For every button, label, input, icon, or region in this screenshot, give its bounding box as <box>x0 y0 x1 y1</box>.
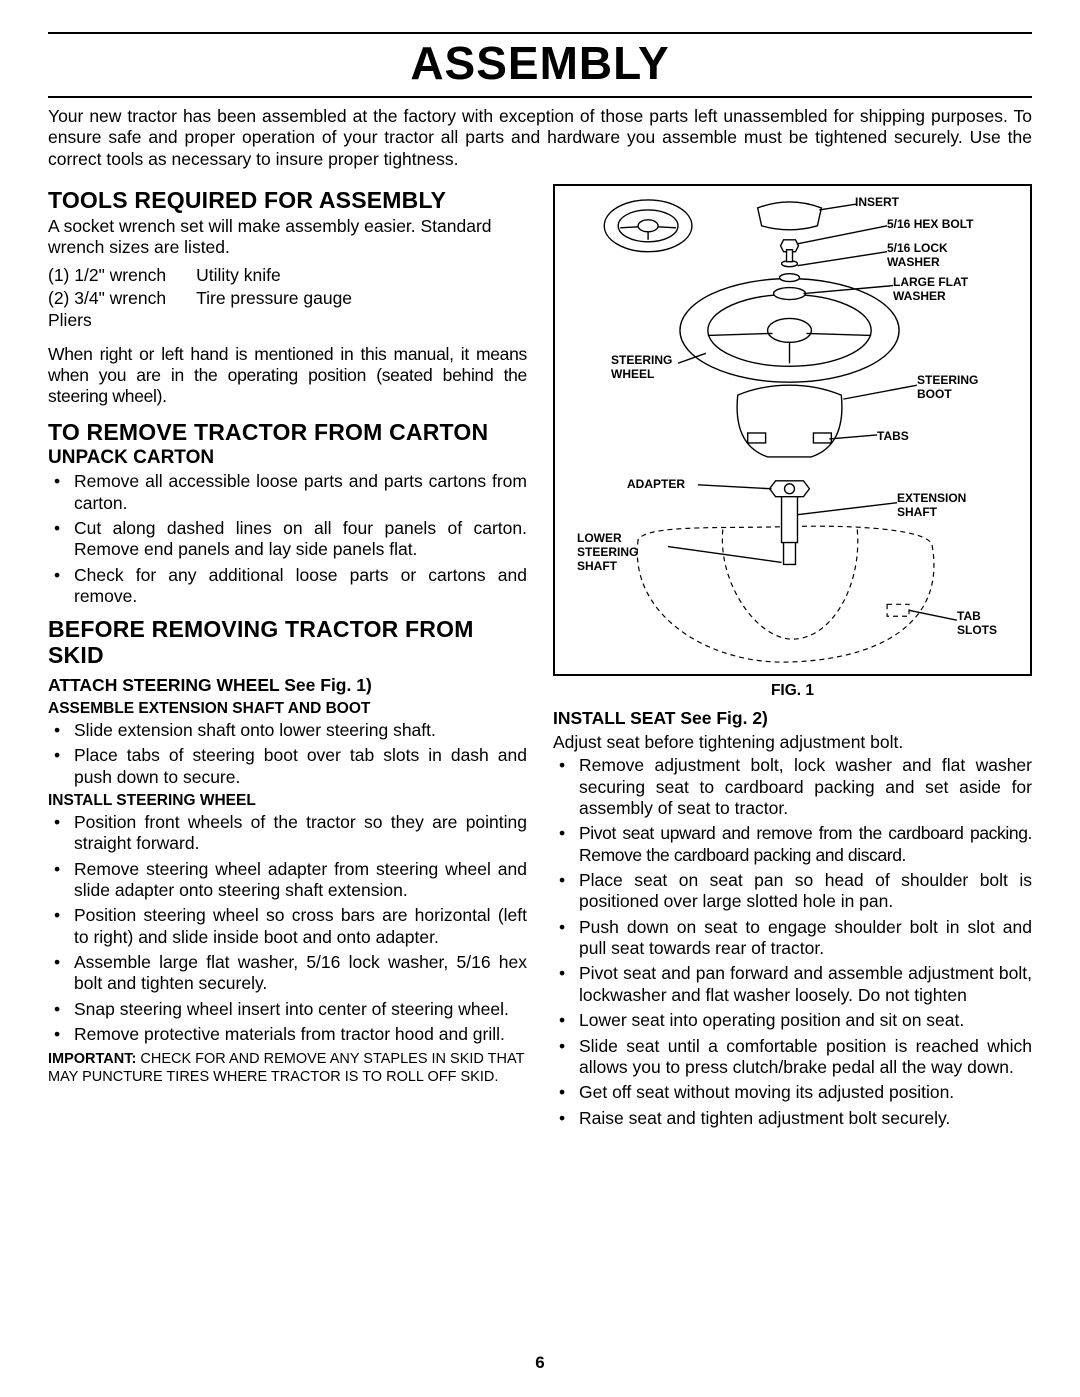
install-seat-list: Remove adjustment bolt, lock washer and … <box>553 755 1032 1129</box>
page: ASSEMBLY Your new tractor has been assem… <box>0 0 1080 1397</box>
assemble-ext-list: Slide extension shaft onto lower steerin… <box>48 720 527 788</box>
fig-label-adapter: ADAPTER <box>627 478 685 492</box>
fig-label-steering-boot: STEERING BOOT <box>917 374 978 402</box>
tools-intro: A socket wrench set will make assembly e… <box>48 216 527 259</box>
fig-label-lock-washer: 5/16 LOCK WASHER <box>887 242 948 270</box>
assemble-ext-heading: ASSEMBLE EXTENSION SHAFT AND BOOT <box>48 700 527 718</box>
two-column-layout: TOOLS REQUIRED FOR ASSEMBLY A socket wre… <box>48 184 1032 1133</box>
remove-heading: TO REMOVE TRACTOR FROM CARTON <box>48 420 527 446</box>
unpack-heading: UNPACK CARTON <box>48 447 527 469</box>
list-item: Remove adjustment bolt, lock washer and … <box>553 755 1032 819</box>
list-item: Cut along dashed lines on all four panel… <box>48 518 527 561</box>
list-item: Pivot seat upward and remove from the ca… <box>553 823 1032 866</box>
list-item: Slide seat until a comfortable position … <box>553 1036 1032 1079</box>
install-seat-intro: Adjust seat before tightening adjustment… <box>553 732 1032 753</box>
right-column: INSERT 5/16 HEX BOLT 5/16 LOCK WASHER LA… <box>553 184 1032 1133</box>
list-item: Snap steering wheel insert into center o… <box>48 999 527 1020</box>
list-item: Slide extension shaft onto lower steerin… <box>48 720 527 741</box>
list-item: Remove protective materials from tractor… <box>48 1024 527 1045</box>
fig-label-extension-shaft: EXTENSION SHAFT <box>897 492 966 520</box>
list-item: Get off seat without moving its adjusted… <box>553 1082 1032 1103</box>
before-removing-heading: BEFORE REMOVING TRACTOR FROM SKID <box>48 617 527 669</box>
list-item: Place tabs of steering boot over tab slo… <box>48 745 527 788</box>
list-item: Position steering wheel so cross bars ar… <box>48 905 527 948</box>
figure-1-caption: FIG. 1 <box>553 682 1032 700</box>
attach-steering-heading: ATTACH STEERING WHEEL See Fig. 1) <box>48 675 527 696</box>
list-item: Remove steering wheel adapter from steer… <box>48 859 527 902</box>
tools-col-1: (1) 1/2" wrench (2) 3/4" wrench Pliers <box>48 264 166 331</box>
tools-col-2: Utility knife Tire pressure gauge <box>196 264 352 331</box>
list-item: Position front wheels of the tractor so … <box>48 812 527 855</box>
fig-label-lower-shaft: LOWER STEERING SHAFT <box>577 532 638 573</box>
list-item: Assemble large flat washer, 5/16 lock wa… <box>48 952 527 995</box>
page-title: ASSEMBLY <box>48 34 1032 96</box>
figure-1-svg <box>555 186 1030 674</box>
figure-1: INSERT 5/16 HEX BOLT 5/16 LOCK WASHER LA… <box>553 184 1032 676</box>
tools-heading: TOOLS REQUIRED FOR ASSEMBLY <box>48 188 527 214</box>
install-wheel-heading: INSTALL STEERING WHEEL <box>48 792 527 810</box>
list-item: Check for any additional loose parts or … <box>48 565 527 608</box>
list-item: Push down on seat to engage shoulder bol… <box>553 917 1032 960</box>
important-note: IMPORTANT: CHECK FOR AND REMOVE ANY STAP… <box>48 1051 527 1086</box>
fig-label-tab-slots: TAB SLOTS <box>957 610 997 638</box>
fig-label-flat-washer: LARGE FLAT WASHER <box>893 276 968 304</box>
list-item: Remove all accessible loose parts and pa… <box>48 471 527 514</box>
fig-label-tabs: TABS <box>877 430 909 444</box>
page-number: 6 <box>0 1353 1080 1373</box>
list-item: Lower seat into operating position and s… <box>553 1010 1032 1031</box>
fig-label-steering-wheel: STEERING WHEEL <box>611 354 672 382</box>
intro-paragraph: Your new tractor has been assembled at t… <box>48 98 1032 178</box>
install-wheel-list: Position front wheels of the tractor so … <box>48 812 527 1045</box>
fig-label-insert: INSERT <box>855 196 899 210</box>
fig-label-hex-bolt: 5/16 HEX BOLT <box>887 218 973 232</box>
list-item: Place seat on seat pan so head of should… <box>553 870 1032 913</box>
install-seat-heading: INSTALL SEAT See Fig. 2) <box>553 708 1032 729</box>
left-column: TOOLS REQUIRED FOR ASSEMBLY A socket wre… <box>48 184 527 1133</box>
unpack-list: Remove all accessible loose parts and pa… <box>48 471 527 607</box>
tools-table: (1) 1/2" wrench (2) 3/4" wrench Pliers U… <box>48 264 527 331</box>
list-item: Pivot seat and pan forward and assemble … <box>553 963 1032 1006</box>
important-lead: IMPORTANT: <box>48 1051 136 1067</box>
orientation-note: When right or left hand is mentioned in … <box>48 344 527 408</box>
list-item: Raise seat and tighten adjustment bolt s… <box>553 1108 1032 1129</box>
